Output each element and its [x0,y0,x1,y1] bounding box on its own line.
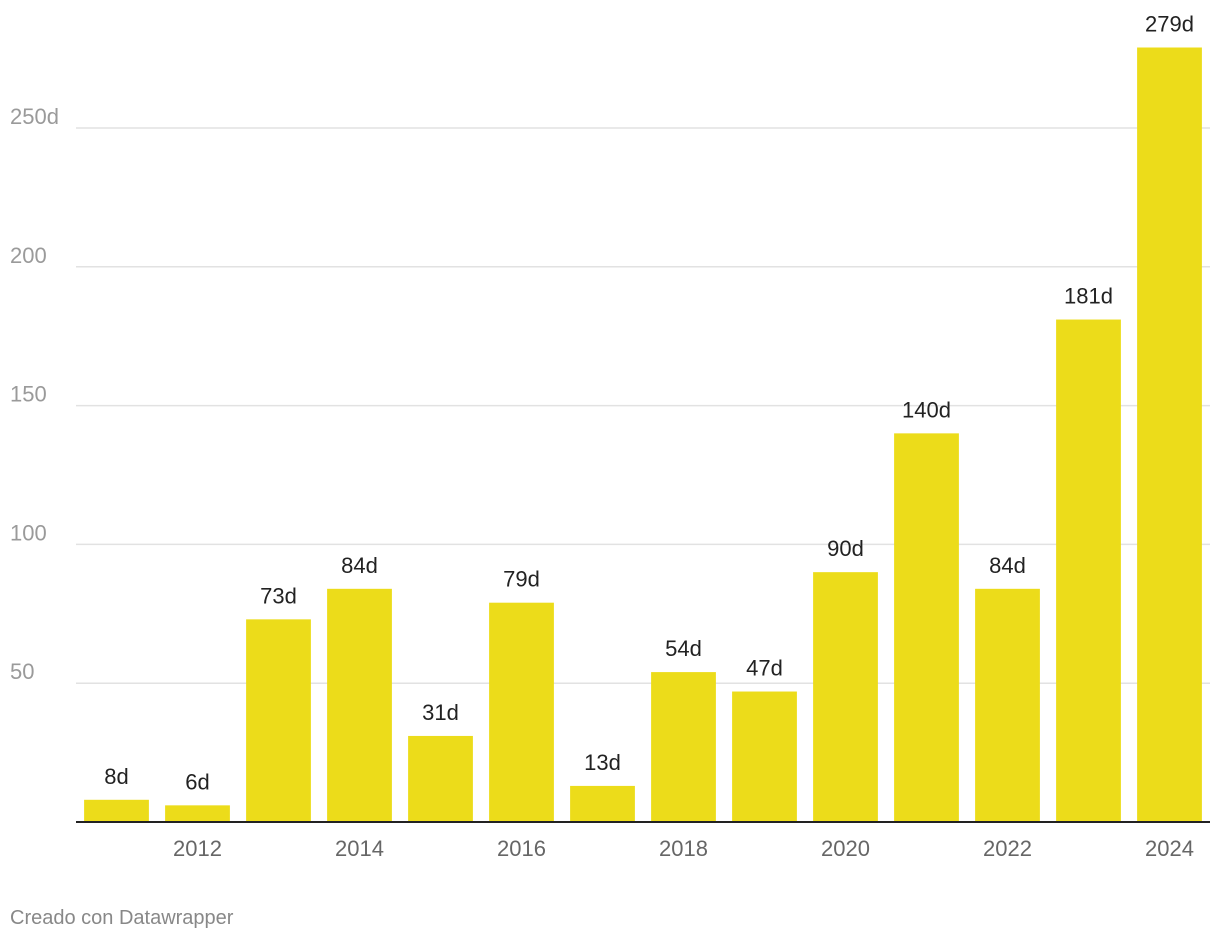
x-tick-label: 2012 [173,836,222,861]
y-tick-label: 100 [10,520,47,545]
data-label: 31d [422,700,459,725]
data-label: 6d [185,769,209,794]
bar-2024 [1137,47,1202,823]
data-label: 279d [1145,11,1194,36]
y-tick-label: 150 [10,382,47,407]
bar-2019 [732,691,797,822]
data-label: 47d [746,656,783,681]
data-label: 84d [989,553,1026,578]
data-label: 73d [260,583,297,608]
bar-2012 [165,805,230,822]
bar-2015 [408,735,473,822]
x-tick-label: 2018 [659,836,708,861]
x-tick-label: 2016 [497,836,546,861]
x-tick-label: 2024 [1145,836,1194,861]
data-label: 13d [584,750,621,775]
bar-2020 [813,572,878,822]
footer-credit: Creado con Datawrapper [10,907,234,929]
bar-2022 [975,588,1040,822]
bar-2021 [894,433,959,822]
data-label: 8d [104,764,128,789]
bar-2014 [327,588,392,822]
bar-2017 [570,785,635,822]
data-label: 90d [827,536,864,561]
y-tick-label: 50 [10,659,34,684]
data-label: 84d [341,553,378,578]
data-label: 54d [665,636,702,661]
data-label: 79d [503,567,540,592]
bar-2018 [651,672,716,822]
bar-2023 [1056,319,1121,822]
data-label: 181d [1064,284,1113,309]
x-tick-label: 2020 [821,836,870,861]
x-tick-label: 2022 [983,836,1032,861]
y-tick-label: 250d [10,104,59,129]
bar-2013 [246,619,311,822]
x-tick-label: 2014 [335,836,384,861]
bar-2016 [489,602,554,822]
data-label: 140d [902,397,951,422]
y-tick-label: 200 [10,243,47,268]
bar-2011 [84,799,149,822]
